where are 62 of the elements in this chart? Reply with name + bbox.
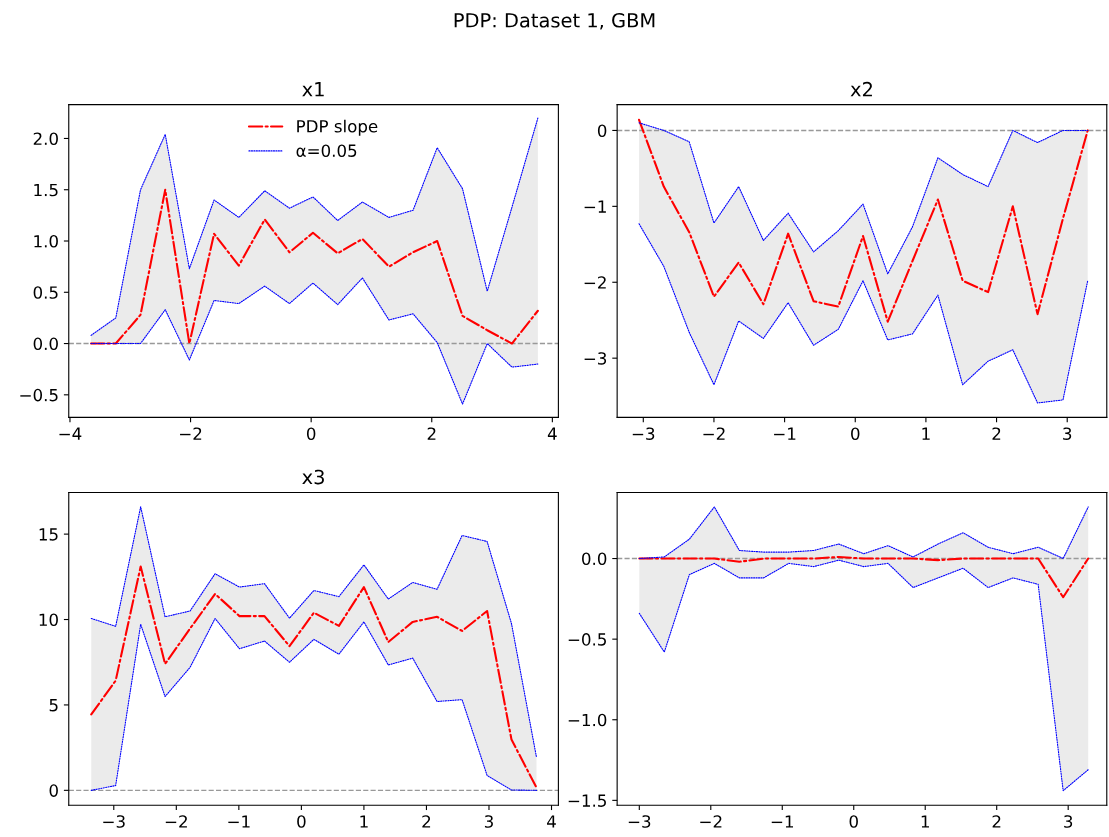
line-series (90, 117, 539, 336)
x-tick-label: 0 (849, 815, 858, 828)
chart-title: x1 (302, 82, 324, 97)
x-tick-label: 3 (1064, 815, 1073, 828)
y-tick-label: 1.0 (34, 234, 58, 248)
text: PDP: Dataset 1, GBM (454, 12, 655, 30)
y-tick-label: 5 (49, 699, 58, 712)
line-series (638, 118, 1089, 323)
y-tick-label: 10 (39, 613, 58, 627)
y-tick-label: −1.0 (568, 713, 607, 727)
line-series (90, 565, 538, 789)
x-tick-label: −3 (103, 815, 125, 828)
x-tick-label: 0 (297, 815, 306, 828)
line-series (638, 122, 1089, 275)
line-series (638, 559, 1089, 792)
line-series (90, 617, 538, 791)
x-tick-label: 1 (921, 815, 929, 828)
y-tick-label: −3 (584, 352, 607, 365)
y-tick-label: 1.5 (34, 183, 58, 197)
y-tick-label: 0 (597, 124, 607, 137)
y-tick-label: 0.0 (33, 337, 58, 351)
x-tick-label: −2 (165, 815, 187, 828)
x-tick-label: −1 (771, 815, 794, 828)
line-series (638, 506, 1089, 560)
x-tick-label: −3 (632, 427, 655, 440)
y-tick-label: −1 (584, 200, 606, 213)
x-tick-label: 2 (992, 815, 1001, 828)
x-tick-label: 2 (427, 427, 436, 440)
x-tick-label: −2 (180, 427, 202, 440)
x-tick-label: −4 (59, 427, 82, 440)
x-tick-label: 2 (422, 815, 431, 828)
y-tick-label: 2.0 (33, 132, 58, 146)
x-tick-label: 4 (547, 427, 557, 440)
x-tick-label: −1 (228, 815, 250, 828)
x-tick-label: −2 (700, 815, 722, 828)
x-tick-label: −2 (703, 427, 725, 440)
y-tick-label: 15 (39, 528, 58, 541)
x-tick-label: 2 (992, 427, 1001, 440)
chart-title: x3 (302, 469, 324, 485)
y-tick-label: 0 (49, 784, 58, 797)
y-tick-label: −0.5 (20, 388, 58, 402)
x-tick-label: 1 (360, 815, 368, 828)
x-tick-label: −3 (628, 815, 651, 828)
legend-label: α=0.05 (296, 144, 357, 157)
y-tick-label: −2 (584, 276, 606, 289)
legend-label: PDP slope (297, 119, 378, 136)
x-tick-label: −1 (774, 427, 796, 440)
y-tick-label: 0.5 (33, 286, 58, 299)
y-tick-label: 0.0 (582, 552, 607, 566)
x-tick-label: 0 (306, 427, 316, 440)
x-tick-label: 3 (1063, 427, 1072, 440)
x-tick-label: 4 (547, 815, 556, 828)
chart-title: x2 (850, 81, 872, 97)
x-tick-label: 0 (851, 427, 860, 440)
line-series (90, 277, 539, 405)
x-tick-label: 3 (484, 815, 493, 828)
line-series (638, 223, 1089, 404)
x-tick-label: 1 (922, 427, 930, 440)
y-tick-label: −1.5 (568, 794, 606, 807)
line-series (90, 188, 539, 345)
line-series (638, 555, 1090, 599)
y-tick-label: −0.5 (568, 633, 606, 646)
